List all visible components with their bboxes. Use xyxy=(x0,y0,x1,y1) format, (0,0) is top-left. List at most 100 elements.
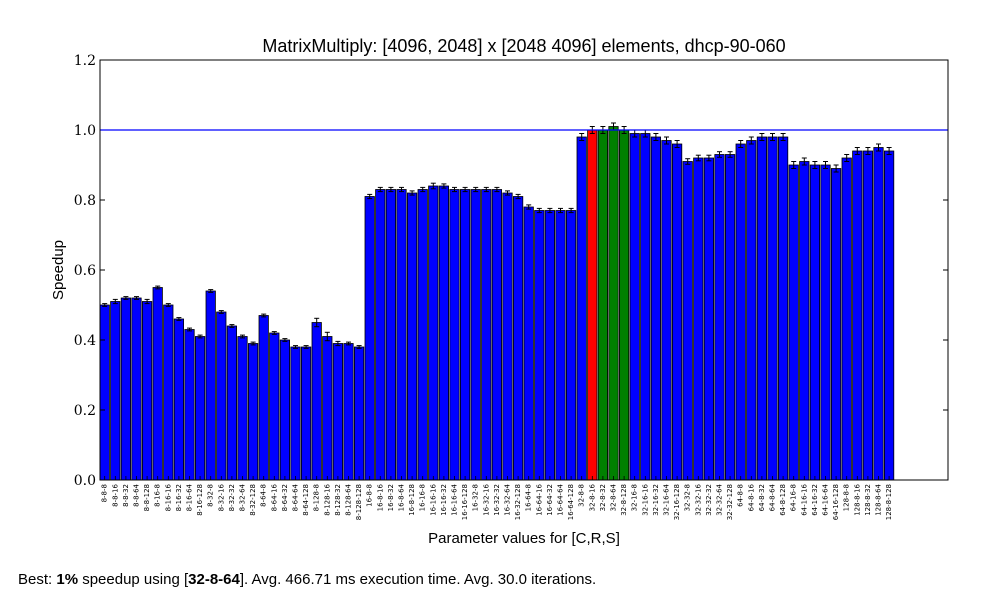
plot-frame xyxy=(99,59,949,481)
x-tick-label: 8-8-16 xyxy=(111,483,119,506)
x-tick-label: 16-64-32 xyxy=(546,484,554,516)
x-tick-label: 32-32-64 xyxy=(716,483,724,515)
bar-8-16-64 xyxy=(184,329,195,481)
bar-16-64-16 xyxy=(534,210,545,481)
bar-32-8-16 xyxy=(587,129,598,481)
bar-32-16-64 xyxy=(661,140,672,481)
bar-8-128-128 xyxy=(353,346,365,481)
x-tick-label: 8-16-16 xyxy=(164,483,172,511)
x-tick-label: 8-128-64 xyxy=(345,483,353,515)
bar-64-8-64 xyxy=(767,136,778,481)
x-tick-label: 64-8-32 xyxy=(758,484,766,511)
bar-128-8-8 xyxy=(841,157,852,481)
x-tick-label: 64-8-8 xyxy=(737,484,745,507)
x-tick-label: 32-32-128 xyxy=(726,484,734,520)
x-tick-label: 8-64-8 xyxy=(260,484,268,507)
x-tick-label: 32-8-128 xyxy=(620,484,628,516)
summary-footer: Best: 1% speedup using [32-8-64]. Avg. 4… xyxy=(18,571,596,588)
x-tick-label: 64-16-16 xyxy=(800,483,808,515)
bar-64-16-16 xyxy=(799,161,810,481)
x-tick-label: 8-8-8 xyxy=(101,484,109,502)
bar-8-64-128 xyxy=(300,346,312,481)
bar-32-16-128 xyxy=(672,143,683,481)
bar-8-64-32 xyxy=(279,339,291,481)
bar-8-16-32 xyxy=(173,318,184,481)
x-tick-label: 8-8-32 xyxy=(122,484,130,507)
footer-suffix: ]. Avg. 466.71 ms execution time. Avg. 3… xyxy=(239,571,597,588)
bar-16-64-32 xyxy=(544,210,556,481)
bar-8-8-8 xyxy=(99,304,110,481)
bar-8-64-8 xyxy=(258,315,269,481)
bar-16-16-16 xyxy=(428,185,439,481)
x-tick-label: 128-8-64 xyxy=(875,483,883,515)
x-tick-label: 8-64-16 xyxy=(270,483,278,511)
x-tick-label: 8-64-128 xyxy=(302,484,310,516)
bar-16-8-8 xyxy=(364,196,375,481)
bar-16-16-64 xyxy=(449,189,460,481)
x-tick-label: 8-16-128 xyxy=(196,484,204,516)
bar-16-32-128 xyxy=(513,196,524,481)
bar-8-8-32 xyxy=(120,297,131,481)
bar-64-16-128 xyxy=(831,168,842,481)
chart-title: MatrixMultiply: [4096, 2048] x [2048 409… xyxy=(262,36,785,56)
x-tick-label: 16-64-128 xyxy=(567,484,575,520)
bar-8-8-64 xyxy=(131,297,142,481)
bar-128-8-128 xyxy=(884,150,895,481)
bar-8-32-64 xyxy=(237,336,248,481)
bar-128-8-32 xyxy=(862,150,874,481)
y-tick-label: 1.0 xyxy=(74,123,96,139)
bar-16-64-64 xyxy=(555,210,566,481)
x-tick-label: 32-8-64 xyxy=(610,483,618,511)
y-tick-label: 1.2 xyxy=(74,53,96,69)
x-tick-label: 8-16-8 xyxy=(154,484,162,507)
bar-32-8-32 xyxy=(597,129,609,481)
x-tick-label: 64-16-64 xyxy=(822,483,830,515)
bar-16-8-32 xyxy=(385,189,397,481)
bar-16-32-8 xyxy=(470,189,481,481)
x-tick-label: 32-8-32 xyxy=(599,484,607,511)
x-tick-label: 128-8-128 xyxy=(885,484,893,520)
footer-mid: speedup using [ xyxy=(78,571,189,588)
footer-prefix: Best: xyxy=(18,571,57,588)
bar-16-8-64 xyxy=(396,189,407,481)
x-tick-label: 32-16-128 xyxy=(673,484,681,520)
x-tick-label: 64-8-16 xyxy=(747,483,755,511)
x-tick-label: 8-128-16 xyxy=(323,483,331,515)
y-tick-label: 0.6 xyxy=(74,263,96,279)
x-tick-label: 64-16-32 xyxy=(811,484,819,516)
bar-32-32-32 xyxy=(703,157,715,481)
x-tick-label: 64-16-8 xyxy=(790,484,798,511)
bar-8-8-128 xyxy=(141,301,153,481)
bar-64-16-8 xyxy=(788,164,799,481)
x-tick-label: 8-128-128 xyxy=(355,484,363,520)
x-tick-label: 8-16-64 xyxy=(186,483,194,511)
x-tick-label: 32-8-8 xyxy=(578,484,586,507)
x-tick-label: 8-32-128 xyxy=(249,484,257,516)
bar-8-64-16 xyxy=(269,332,280,481)
x-tick-label: 8-128-8 xyxy=(313,484,321,511)
x-tick-label: 32-16-16 xyxy=(641,483,649,515)
bar-32-32-8 xyxy=(682,161,693,481)
y-tick-label: 0.8 xyxy=(74,193,96,209)
bar-16-64-128 xyxy=(566,210,577,481)
bar-8-32-128 xyxy=(247,343,259,481)
bar-16-32-16 xyxy=(481,189,492,481)
bar-32-8-8 xyxy=(576,136,587,481)
bar-32-32-16 xyxy=(693,157,704,481)
x-tick-label: 16-32-8 xyxy=(472,484,480,511)
bar-32-32-64 xyxy=(714,154,725,481)
x-tick-label: 8-64-64 xyxy=(292,483,300,511)
x-tick-label: 16-16-16 xyxy=(429,483,437,515)
bars-group xyxy=(99,122,895,481)
bar-8-128-32 xyxy=(332,343,344,481)
x-tick-label: 16-8-64 xyxy=(398,483,406,511)
y-tick-label: 0.0 xyxy=(74,473,96,489)
bar-16-32-64 xyxy=(502,192,513,481)
x-tick-label: 16-32-128 xyxy=(514,484,522,520)
x-tick-label: 64-16-128 xyxy=(832,484,840,520)
x-tick-label: 16-16-128 xyxy=(461,484,469,520)
x-tick-label: 16-16-32 xyxy=(440,484,448,516)
x-tick-label: 32-8-16 xyxy=(588,483,596,511)
x-tick-label: 16-64-16 xyxy=(535,483,543,515)
x-tick-label: 16-8-16 xyxy=(376,483,384,511)
